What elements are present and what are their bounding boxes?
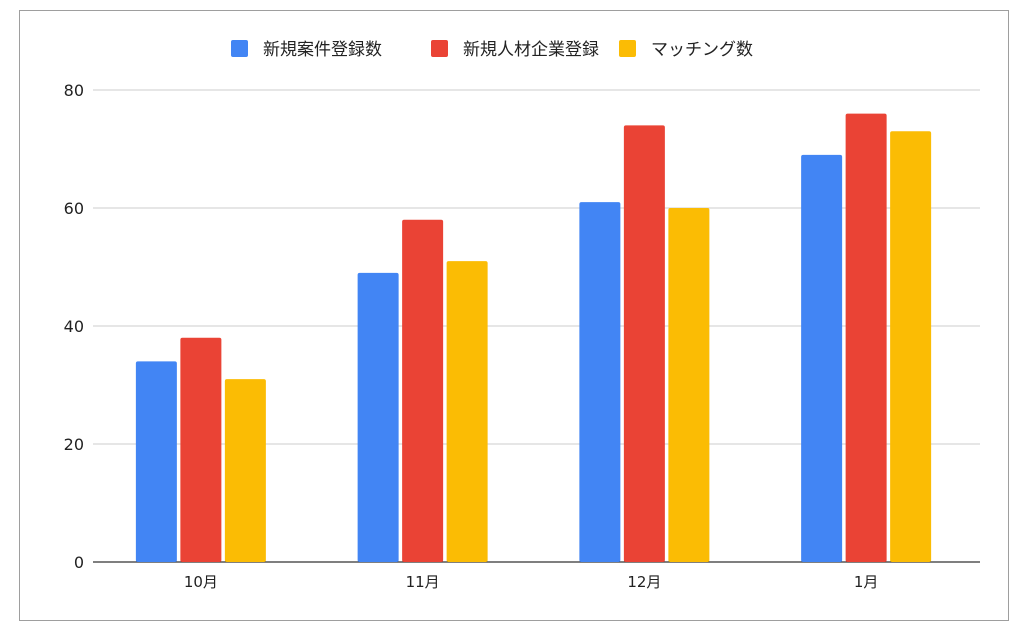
bar-2-1 [446, 261, 488, 562]
legend-swatch-1 [431, 40, 448, 57]
bar-2-2 [668, 208, 710, 562]
bar-0-1 [357, 272, 399, 562]
y-tick-label: 20 [64, 435, 84, 454]
y-tick-label: 40 [64, 317, 84, 336]
x-tick-label: 10月 [184, 573, 218, 591]
legend-label-0: 新規案件登録数 [263, 40, 382, 60]
bar-1-0 [180, 337, 222, 562]
y-tick-label: 60 [64, 199, 84, 218]
legend-label-1: 新規人材企業登録 [463, 40, 599, 60]
bar-0-3 [801, 154, 843, 562]
bar-0-2 [579, 202, 621, 562]
bar-2-0 [224, 379, 266, 562]
x-tick-label: 12月 [627, 573, 661, 591]
legend-swatch-0 [231, 40, 248, 57]
x-tick-label: 11月 [406, 573, 440, 591]
bar-2-3 [890, 131, 932, 563]
bar-1-3 [845, 113, 887, 562]
legend-label-2: マッチング数 [651, 40, 753, 60]
bar-1-1 [402, 219, 444, 563]
bar-0-0 [135, 361, 177, 562]
y-tick-label: 0 [74, 553, 84, 572]
legend-swatch-2 [619, 40, 636, 57]
x-tick-label: 1月 [854, 573, 879, 591]
chart-frame [19, 10, 1009, 621]
y-tick-label: 80 [64, 81, 84, 100]
bar-1-2 [623, 125, 665, 563]
